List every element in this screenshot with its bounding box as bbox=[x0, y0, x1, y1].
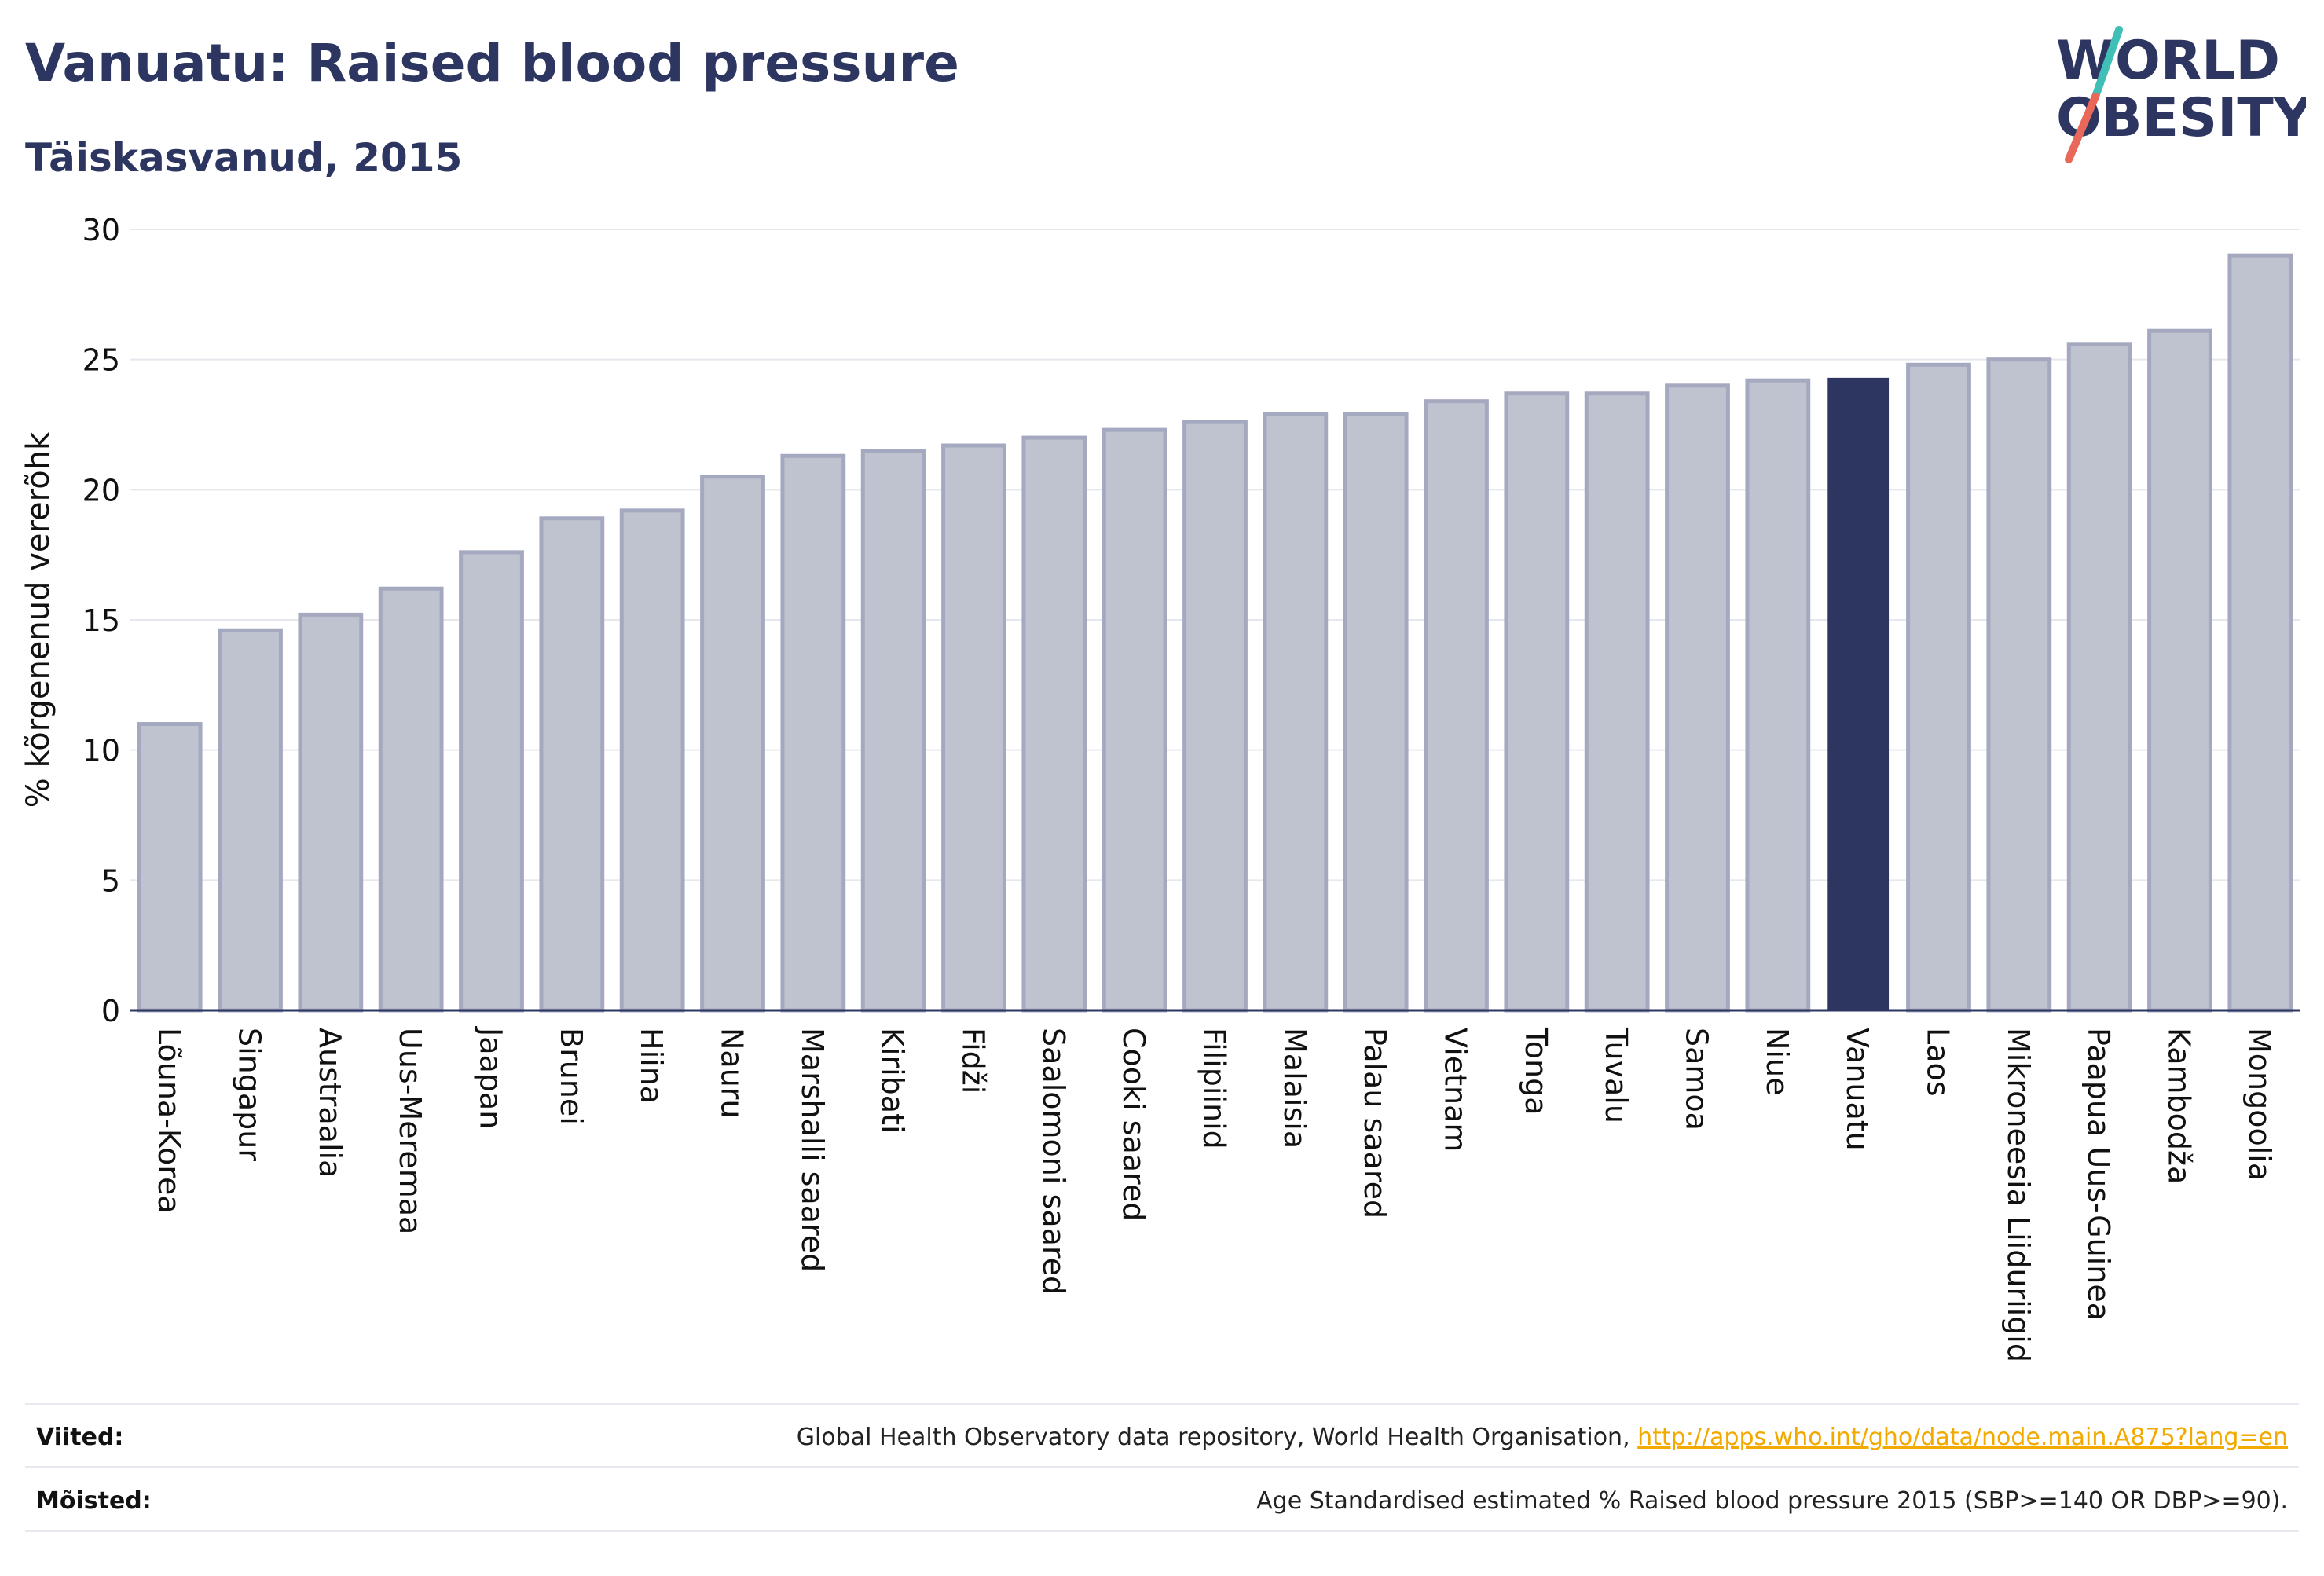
bar-samoa[interactable] bbox=[1665, 383, 1730, 1013]
footer-divider-middle bbox=[25, 1466, 2299, 1468]
definitions-label: Mõisted: bbox=[36, 1487, 152, 1515]
bar-lõuna-korea[interactable] bbox=[137, 722, 203, 1013]
x-tick-label: Vanuatu bbox=[1840, 1028, 1875, 1151]
x-tick-label: Kiribati bbox=[875, 1028, 910, 1134]
x-tick-label: Mikroneesia Liiduriigid bbox=[2001, 1028, 2036, 1362]
bar-filipiinid[interactable] bbox=[1182, 420, 1248, 1013]
x-tick-label: Samoa bbox=[1680, 1028, 1714, 1131]
y-tick-label: 10 bbox=[82, 734, 120, 768]
bar-tuvalu[interactable] bbox=[1584, 391, 1650, 1013]
x-tick-label: Paapua Uus-Guinea bbox=[2081, 1028, 2116, 1321]
x-tick-label: Tuvalu bbox=[1599, 1027, 1633, 1123]
x-tick-label: Tonga bbox=[1519, 1027, 1553, 1116]
bar-jaapan[interactable] bbox=[459, 550, 524, 1013]
y-tick-label: 0 bbox=[101, 994, 120, 1028]
y-tick-label: 5 bbox=[101, 863, 120, 898]
chart-subtitle: Täiskasvanud, 2015 bbox=[25, 135, 463, 181]
x-tick-label: Nauru bbox=[715, 1028, 750, 1119]
bar-uus-meremaa[interactable] bbox=[378, 586, 444, 1013]
x-tick-label: Hiina bbox=[634, 1028, 669, 1104]
bar-fidži[interactable] bbox=[941, 443, 1006, 1013]
y-axis-ticks: 0 5 10 15 20 25 30 bbox=[82, 213, 120, 1028]
bar-tonga[interactable] bbox=[1504, 391, 1570, 1013]
sources-text: Global Health Observatory data repositor… bbox=[797, 1424, 2288, 1451]
bar-laos[interactable] bbox=[1906, 362, 1971, 1013]
y-tick-label: 30 bbox=[82, 213, 120, 247]
y-tick-label: 25 bbox=[82, 343, 120, 378]
x-tick-label: Mongoolia bbox=[2242, 1028, 2277, 1181]
x-tick-label: Laos bbox=[1921, 1028, 1956, 1097]
bar-hiina[interactable] bbox=[619, 508, 685, 1013]
logo-slash-bottom bbox=[2065, 93, 2099, 163]
x-tick-label: Marshalli saared bbox=[795, 1028, 830, 1272]
definitions-text: Age Standardised estimated % Raised bloo… bbox=[1256, 1487, 2288, 1515]
x-tick-label: Saalomoni saared bbox=[1036, 1028, 1071, 1295]
x-tick-label: Jaapan bbox=[474, 1026, 508, 1129]
footer-divider-top bbox=[25, 1403, 2299, 1405]
bar-brunei[interactable] bbox=[539, 516, 605, 1013]
x-tick-label: Austraalia bbox=[313, 1028, 347, 1178]
y-tick-label: 15 bbox=[82, 603, 120, 638]
logo-line1: WORLD bbox=[2056, 30, 2280, 92]
x-tick-label: Uus-Meremaa bbox=[393, 1028, 427, 1234]
x-tick-label: Cooki saared bbox=[1116, 1028, 1151, 1221]
x-tick-label: Kambodža bbox=[2162, 1028, 2197, 1184]
x-tick-label: Filipiinid bbox=[1197, 1028, 1232, 1149]
footer-divider-bottom bbox=[25, 1530, 2299, 1532]
bar-saalomoni-saared[interactable] bbox=[1021, 435, 1087, 1013]
bar-mikroneesia-liiduriigid[interactable] bbox=[1986, 357, 2052, 1013]
x-tick-label: Niue bbox=[1760, 1028, 1794, 1095]
world-obesity-logo: WORLD OBESITY bbox=[2056, 26, 2306, 163]
x-tick-label: Malaisia bbox=[1277, 1028, 1312, 1149]
x-tick-label: Vietnam bbox=[1439, 1028, 1473, 1152]
bar-vanuatu[interactable] bbox=[1827, 377, 1890, 1010]
bar-niue[interactable] bbox=[1745, 378, 1811, 1013]
y-tick-label: 20 bbox=[82, 473, 120, 508]
bar-mongoolia[interactable] bbox=[2227, 253, 2293, 1013]
sources-label: Viited: bbox=[36, 1424, 124, 1451]
bar-malaisia[interactable] bbox=[1263, 412, 1329, 1013]
x-tick-label: Singapur bbox=[233, 1028, 267, 1161]
sources-description: Global Health Observatory data repositor… bbox=[796, 1424, 1638, 1451]
bar-cooki-saared[interactable] bbox=[1102, 427, 1167, 1013]
bar-kiribati[interactable] bbox=[860, 449, 926, 1013]
bar-paapua-uus-guinea[interactable] bbox=[2066, 342, 2132, 1013]
sources-link[interactable]: http://apps.who.int/gho/data/node.main.A… bbox=[1637, 1424, 2288, 1451]
bar-marshalli-saared[interactable] bbox=[780, 453, 846, 1013]
bar-austraalia[interactable] bbox=[298, 612, 364, 1013]
bar-kambodža[interactable] bbox=[2147, 328, 2212, 1013]
x-tick-label: Brunei bbox=[554, 1028, 588, 1125]
bar-nauru[interactable] bbox=[700, 475, 765, 1013]
x-tick-label: Fidži bbox=[956, 1028, 991, 1094]
bar-vietnam[interactable] bbox=[1424, 399, 1489, 1013]
y-axis-label: % kõrgenenud vererõhk bbox=[20, 431, 57, 808]
chart-title: Vanuatu: Raised blood pressure bbox=[25, 33, 959, 93]
bar-palau-saared[interactable] bbox=[1343, 412, 1409, 1013]
x-tick-label: Palau saared bbox=[1358, 1028, 1392, 1219]
x-tick-label: Lõuna-Korea bbox=[152, 1028, 186, 1214]
logo-slash-top bbox=[2091, 26, 2123, 101]
bar-singapur[interactable] bbox=[218, 628, 283, 1013]
x-axis-labels: Lõuna-Korea Singapur Austraalia Uus-Meremaa… bbox=[152, 1026, 2277, 1362]
bars bbox=[137, 253, 2293, 1013]
